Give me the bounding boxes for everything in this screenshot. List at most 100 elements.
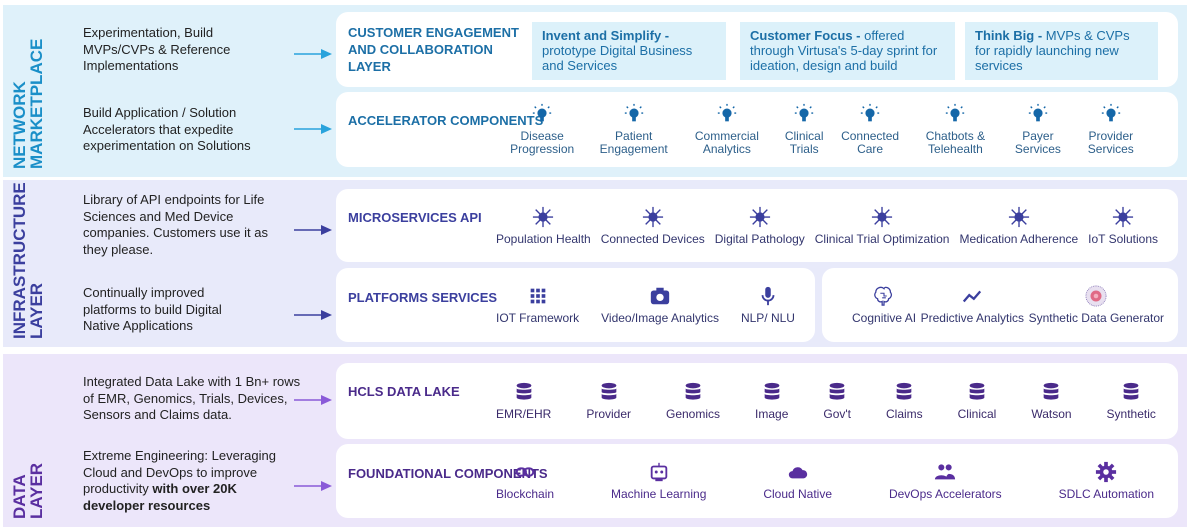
- datalake-card: HCLS DATA LAKE EMR/EHR Provider Genomics Im…: [336, 363, 1178, 439]
- component-item: EMR/EHR: [496, 381, 551, 421]
- people-icon: [935, 464, 956, 480]
- lightbulb-icon: [1028, 103, 1048, 122]
- component-item: Provider Services: [1072, 103, 1150, 156]
- link-icon: [515, 467, 535, 477]
- arrow-icon: [294, 481, 332, 491]
- component-label: Connected Care: [841, 129, 900, 156]
- database-icon: [685, 382, 701, 400]
- component-label: Medication Adherence: [959, 231, 1079, 246]
- synthetic-data-icon: [1085, 285, 1107, 307]
- grid-icon: [530, 288, 545, 304]
- component-label: Synthetic: [1106, 407, 1156, 421]
- component-item: Connected Devices: [601, 206, 705, 246]
- component-item: Digital Pathology: [715, 206, 805, 246]
- network-marketplace-section: NETWORK MARKETPLACE Experimentation, Buil…: [3, 5, 1187, 177]
- engagement-box: Think Big - MVPs & CVPs for rapidly laun…: [965, 22, 1158, 80]
- component-label: Genomics: [666, 407, 721, 421]
- database-icon: [969, 382, 985, 400]
- component-item: Genomics: [666, 381, 720, 421]
- arrow-icon: [294, 225, 332, 235]
- component-item: DevOps Accelerators: [889, 461, 1002, 501]
- component-label: Patient Engagement: [599, 129, 668, 156]
- component-item: Clinical: [957, 381, 997, 421]
- section-title-line2: LAYER: [27, 462, 46, 519]
- section-title-line2: LAYER: [27, 282, 46, 339]
- component-item: NLP/ NLU: [741, 285, 795, 325]
- component-label: Image: [755, 407, 789, 421]
- lightbulb-icon: [795, 103, 814, 122]
- component-item: Clinical Trial Optimization: [814, 206, 950, 246]
- component-item: Cognitive AI: [852, 285, 916, 325]
- component-label: Disease Progression: [510, 129, 575, 156]
- component-item: Connected Care: [834, 103, 907, 156]
- lightbulb-icon: [946, 103, 965, 122]
- engagement-box: Invent and Simplify - prototype Digital …: [532, 22, 726, 80]
- section-title: NETWORK MARKETPLACE: [10, 38, 46, 169]
- data-desc-2: Extreme Engineering: Leveraging Cloud an…: [83, 448, 276, 513]
- lightbulb-icon: [860, 103, 880, 122]
- component-label: Watson: [1031, 407, 1072, 421]
- platforms-label: PLATFORMS SERVICES: [348, 290, 498, 305]
- marketplace-desc-1: Experimentation, Build MVPs/CVPs & Refer…: [83, 25, 231, 73]
- foundational-card: FOUNDATIONAL COMPONENTS Blockchain Machin…: [336, 444, 1178, 518]
- database-icon: [601, 382, 617, 400]
- component-label: EMR/EHR: [496, 407, 552, 421]
- component-label: IOT Framework: [496, 311, 580, 325]
- arrow-icon: [294, 395, 332, 405]
- database-icon: [764, 382, 780, 400]
- component-item: IOT Framework: [496, 285, 579, 325]
- component-label: Cloud Native: [763, 487, 833, 501]
- component-item: Provider: [586, 381, 631, 421]
- virus-node-icon: [533, 206, 554, 227]
- component-label: Chatbots & Telehealth: [925, 129, 986, 156]
- component-label: SDLC Automation: [1058, 487, 1154, 501]
- component-item: Synthetic: [1107, 381, 1156, 421]
- component-label: Digital Pathology: [714, 231, 805, 246]
- component-item: Population Health: [496, 206, 591, 246]
- component-label: Clinical Trial Optimization: [814, 231, 950, 246]
- database-icon: [829, 382, 845, 400]
- brain-icon: [874, 286, 893, 306]
- virus-node-icon: [642, 206, 663, 227]
- component-label: Claims: [885, 407, 923, 421]
- component-item: Payer Services: [1004, 103, 1071, 156]
- component-item: Claims: [886, 381, 923, 421]
- lightbulb-icon: [1101, 103, 1120, 122]
- component-label: Population Health: [496, 231, 591, 246]
- section-title: DATA LAYER: [10, 462, 46, 519]
- section-title: INFRASTRUCTURE LAYER: [10, 182, 46, 339]
- cloud-icon: [788, 467, 807, 479]
- virus-node-icon: [872, 206, 893, 227]
- component-item: Cloud Native: [763, 461, 832, 501]
- component-item: Patient Engagement: [588, 103, 679, 156]
- lightbulb-icon: [624, 103, 643, 122]
- component-label: Clinical: [957, 407, 997, 421]
- component-label: Clinical Trials: [784, 129, 824, 156]
- component-item: Gov't: [823, 381, 851, 421]
- component-item: SDLC Automation: [1059, 461, 1154, 501]
- engagement-label: CUSTOMER ENGAGEMENT AND COLLABORATION LA…: [348, 25, 519, 74]
- component-item: Disease Progression: [496, 103, 588, 156]
- microservices-label: MICROSERVICES API: [348, 210, 482, 225]
- data-layer-section: DATA LAYER Integrated Data Lake with 1 Bn…: [3, 354, 1187, 527]
- database-icon: [896, 382, 912, 400]
- section-title-line2: MARKETPLACE: [27, 38, 46, 169]
- component-label: Provider: [586, 407, 632, 421]
- component-item: Synthetic Data Generator: [1029, 285, 1164, 325]
- arrow-icon: [294, 310, 332, 320]
- component-item: Video/Image Analytics: [601, 285, 719, 325]
- component-item: Machine Learning: [611, 461, 706, 501]
- component-label: NLP/ NLU: [740, 311, 795, 325]
- foundational-label: FOUNDATIONAL COMPONENTS: [348, 466, 548, 481]
- database-icon: [1123, 382, 1139, 400]
- gear-icon: [1096, 461, 1117, 483]
- arrow-icon: [294, 124, 332, 134]
- engagement-box: Customer Focus - offered through Virtusa…: [740, 22, 955, 80]
- component-label: Video/Image Analytics: [601, 311, 719, 325]
- component-label: Provider Services: [1087, 129, 1134, 156]
- lightbulb-icon: [533, 103, 552, 122]
- component-label: Predictive Analytics: [920, 311, 1025, 325]
- engagement-card: CUSTOMER ENGAGEMENT AND COLLABORATION LA…: [336, 12, 1178, 87]
- trend-line-icon: [963, 290, 982, 303]
- database-icon: [516, 382, 532, 400]
